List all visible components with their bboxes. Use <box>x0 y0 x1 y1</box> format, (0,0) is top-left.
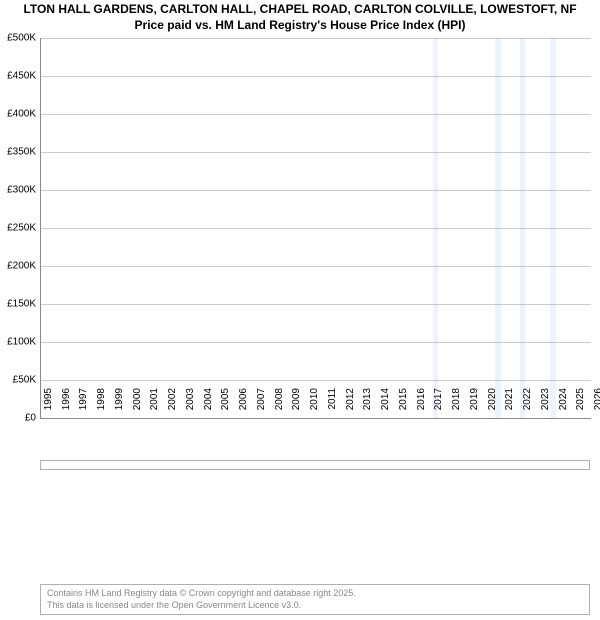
y-tick-label: £200K <box>0 261 36 272</box>
legend <box>40 460 590 470</box>
title-line-1: LTON HALL GARDENS, CARLTON HALL, CHAPEL … <box>0 2 600 18</box>
y-tick-label: £300K <box>0 185 36 196</box>
y-tick-label: £150K <box>0 299 36 310</box>
y-tick-label: £100K <box>0 337 36 348</box>
chart-area: £0£50K£100K£150K£200K£250K£300K£350K£400… <box>40 38 590 418</box>
footer-line-1: Contains HM Land Registry data © Crown c… <box>47 588 583 600</box>
line-series-svg <box>41 38 591 418</box>
plot-region <box>40 38 591 419</box>
y-tick-label: £50K <box>0 375 36 386</box>
y-tick-label: £0 <box>0 413 36 424</box>
title-line-2: Price paid vs. HM Land Registry's House … <box>0 18 600 34</box>
y-tick-label: £350K <box>0 147 36 158</box>
footer-attribution: Contains HM Land Registry data © Crown c… <box>40 584 590 615</box>
y-tick-label: £450K <box>0 71 36 82</box>
y-tick-label: £250K <box>0 223 36 234</box>
y-tick-label: £400K <box>0 109 36 120</box>
footer-line-2: This data is licensed under the Open Gov… <box>47 600 583 612</box>
chart-title: LTON HALL GARDENS, CARLTON HALL, CHAPEL … <box>0 0 600 33</box>
y-tick-label: £500K <box>0 33 36 44</box>
x-tick-label: 2026 <box>593 388 600 422</box>
